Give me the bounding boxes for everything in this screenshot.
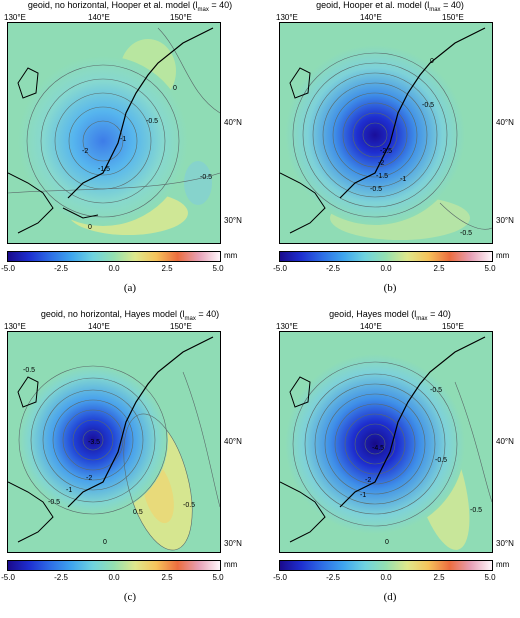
colorbar-tick: 2.5	[161, 264, 173, 273]
panel-a: geoid, no horizontal, Hooper et al. mode…	[0, 0, 260, 309]
contour-label: -1	[66, 487, 72, 494]
geoid-map: 0 -0.5 -1 -1.5 -2 -0.5 0	[7, 22, 221, 244]
contour-label: -0.5	[370, 186, 382, 193]
lon-tick: 150°E	[442, 322, 464, 331]
contour-label: -0.5	[48, 499, 60, 506]
colorbar	[279, 251, 493, 262]
lon-tick: 150°E	[170, 322, 192, 331]
contour-label: 0	[385, 539, 389, 546]
geoid-map: 0 -0.5 -2.5 -2 -1.5 -1 -0.5 -0.5	[279, 22, 493, 244]
contour-label: -0.5	[23, 367, 35, 374]
colorbar-tick: 0.0	[108, 264, 120, 273]
contour-label: 0	[430, 58, 434, 65]
colorbar-tick: 0.0	[380, 264, 392, 273]
contour-label: -0.5	[470, 507, 482, 514]
panel-title: geoid, no horizontal, Hooper et al. mode…	[27, 0, 233, 13]
colorbar	[7, 251, 221, 262]
colorbar-tick: -2.5	[326, 264, 340, 273]
colorbar-unit: mm	[496, 560, 510, 569]
contour-label: -1	[120, 136, 126, 143]
colorbar-tick: -2.5	[54, 264, 68, 273]
colorbar-unit: mm	[496, 251, 510, 260]
colorbar-tick: -2.5	[326, 573, 340, 582]
contour-label: -2.5	[380, 148, 392, 155]
colorbar-tick: -5.0	[273, 573, 287, 582]
colorbar-unit: mm	[224, 560, 238, 569]
lon-tick: 140°E	[360, 13, 382, 22]
colorbar-tick: -5.0	[1, 573, 15, 582]
lat-tick: 40°N	[496, 437, 514, 446]
panel-title: geoid, Hayes model (lmax = 40)	[329, 309, 451, 322]
lon-tick: 150°E	[170, 13, 192, 22]
contour-label: -0.5	[430, 387, 442, 394]
lat-tick: 30°N	[496, 216, 514, 225]
colorbar-tick: -5.0	[1, 264, 15, 273]
figure-caption: (c)	[123, 591, 137, 603]
contour-label: -1	[400, 176, 406, 183]
colorbar-tick: 0.0	[108, 573, 120, 582]
colorbar	[279, 560, 493, 571]
lon-tick: 140°E	[88, 322, 110, 331]
figure-caption: (b)	[383, 282, 397, 294]
lat-tick: 40°N	[224, 437, 242, 446]
colorbar-tick: 5.0	[212, 573, 224, 582]
colorbar-tick: 2.5	[161, 573, 173, 582]
panel-title: geoid, no horizontal, Hayes model (lmax …	[40, 309, 220, 322]
colorbar-tick: 5.0	[484, 264, 496, 273]
contour-label: -1	[360, 492, 366, 499]
contour-label: -0.5	[183, 502, 195, 509]
contour-label: -2	[86, 475, 92, 482]
colorbar-unit: mm	[224, 251, 238, 260]
lon-tick: 130°E	[4, 322, 26, 331]
contour-label: 0.5	[133, 509, 143, 516]
lon-tick: 130°E	[4, 13, 26, 22]
panel-c: geoid, no horizontal, Hayes model (lmax …	[0, 309, 260, 618]
contour-label: 0	[173, 85, 177, 92]
contour-label: 0	[103, 539, 107, 546]
contour-label: -0.5	[422, 102, 434, 109]
contour-label: -0.5	[460, 230, 472, 237]
lat-tick: 30°N	[496, 539, 514, 548]
lon-tick: 130°E	[276, 322, 298, 331]
colorbar-tick: 5.0	[484, 573, 496, 582]
figure-caption: (a)	[123, 282, 137, 294]
contour-label: -3.5	[88, 439, 100, 446]
panel-b: geoid, Hooper et al. model (lmax = 40) 1…	[260, 0, 520, 309]
lat-tick: 30°N	[224, 216, 242, 225]
contour-label: -2	[365, 477, 371, 484]
colorbar-tick: 5.0	[212, 264, 224, 273]
contour-label: -1.5	[376, 173, 388, 180]
contour-label: -4.5	[372, 445, 384, 452]
lon-tick: 130°E	[276, 13, 298, 22]
lat-tick: 40°N	[224, 118, 242, 127]
contour-label: -2	[82, 148, 88, 155]
geoid-map: -0.5 -4.5 -2 -1 -0.5 0 -0.5	[279, 331, 493, 553]
colorbar-tick: -2.5	[54, 573, 68, 582]
lon-tick: 140°E	[360, 322, 382, 331]
contour-label: -0.5	[435, 457, 447, 464]
lon-tick: 150°E	[442, 13, 464, 22]
figure-caption: (d)	[383, 591, 397, 603]
colorbar	[7, 560, 221, 571]
contour-label: 0	[88, 224, 92, 231]
lat-tick: 40°N	[496, 118, 514, 127]
lat-tick: 30°N	[224, 539, 242, 548]
panel-d: geoid, Hayes model (lmax = 40) 130°E 140…	[260, 309, 520, 618]
colorbar-tick: -5.0	[273, 264, 287, 273]
colorbar-tick: 0.0	[380, 573, 392, 582]
lon-tick: 140°E	[88, 13, 110, 22]
contour-label: -0.5	[200, 174, 212, 181]
colorbar-tick: 2.5	[433, 264, 445, 273]
colorbar-tick: 2.5	[433, 573, 445, 582]
panel-title: geoid, Hooper et al. model (lmax = 40)	[316, 0, 464, 13]
geoid-map: -0.5 -3.5 -2 -1 -0.5 0.5 0 -0.5	[7, 331, 221, 553]
contour-label: -2	[378, 160, 384, 167]
contour-label: -0.5	[146, 118, 158, 125]
contour-label: -1.5	[98, 166, 110, 173]
